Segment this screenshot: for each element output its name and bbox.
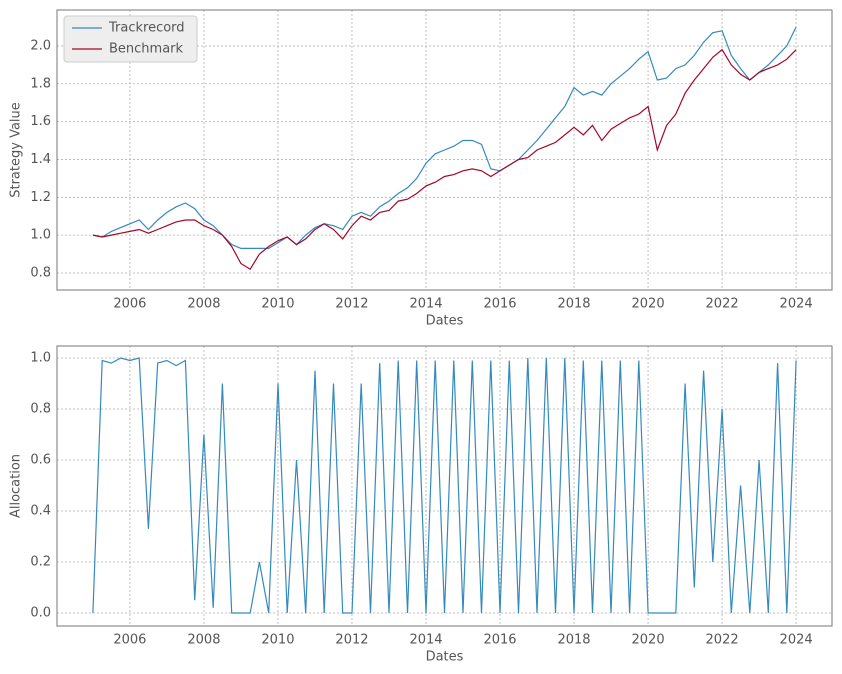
y-tick-label: 0.8 xyxy=(30,265,51,280)
x-tick-label: 2014 xyxy=(409,297,442,312)
x-tick-label: 2022 xyxy=(706,297,739,312)
x-tick-label: 2012 xyxy=(335,297,368,312)
x-tick-label: 2016 xyxy=(483,633,516,648)
series-line xyxy=(92,48,797,271)
series-line xyxy=(92,357,797,614)
x-tick-label: 2018 xyxy=(557,633,590,648)
y-tick-label: 1.0 xyxy=(30,350,51,365)
y-axis-label: Strategy Value xyxy=(9,102,24,198)
x-tick-label: 2020 xyxy=(632,297,665,312)
y-tick-label: 0.0 xyxy=(30,605,51,620)
y-tick-label: 2.0 xyxy=(30,38,51,53)
x-axis-label: Dates xyxy=(426,650,464,665)
plot-frame xyxy=(56,9,833,291)
x-tick-label: 2008 xyxy=(187,297,220,312)
series-line xyxy=(92,26,797,249)
plot-area xyxy=(57,346,832,626)
x-axis-label: Dates xyxy=(426,314,464,329)
x-tick-label: 2018 xyxy=(557,297,590,312)
x-tick-label: 2022 xyxy=(706,633,739,648)
x-tick-label: 2006 xyxy=(113,297,146,312)
x-tick-label: 2010 xyxy=(261,633,294,648)
y-tick-label: 0.2 xyxy=(30,554,51,569)
legend-label: Benchmark xyxy=(109,42,184,57)
y-tick-label: 1.0 xyxy=(30,228,51,243)
x-tick-label: 2012 xyxy=(335,633,368,648)
x-tick-label: 2024 xyxy=(780,633,813,648)
plot-frame xyxy=(56,345,833,627)
legend: Trackrecord Benchmark xyxy=(63,15,198,63)
y-tick-label: 1.8 xyxy=(30,76,51,91)
x-tick-label: 2020 xyxy=(632,633,665,648)
y-axis-label: Allocation xyxy=(9,454,24,518)
y-tick-label: 1.4 xyxy=(30,152,51,167)
x-tick-label: 2024 xyxy=(780,297,813,312)
x-tick-label: 2010 xyxy=(261,297,294,312)
y-tick-label: 1.6 xyxy=(30,114,51,129)
x-tick-label: 2016 xyxy=(483,297,516,312)
x-tick-label: 2008 xyxy=(187,633,220,648)
x-tick-label: 2014 xyxy=(409,633,442,648)
y-tick-label: 0.8 xyxy=(30,401,51,416)
x-tick-label: 2006 xyxy=(113,633,146,648)
legend-label: Trackrecord xyxy=(108,21,185,36)
y-tick-label: 1.2 xyxy=(30,190,51,205)
y-tick-label: 0.6 xyxy=(30,452,51,467)
y-tick-label: 0.4 xyxy=(30,503,51,518)
